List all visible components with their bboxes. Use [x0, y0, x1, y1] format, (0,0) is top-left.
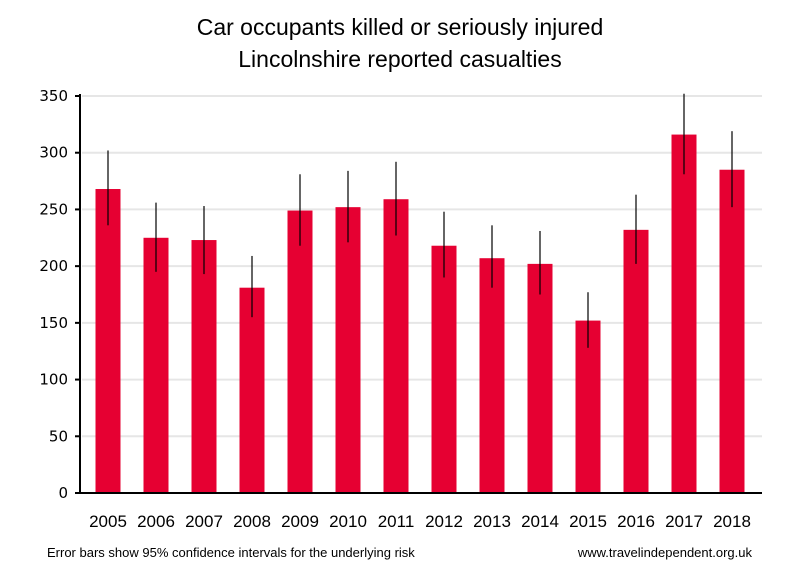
y-tick-label: 100 — [39, 371, 68, 389]
y-tick-label: 350 — [39, 87, 68, 105]
bar — [191, 240, 217, 493]
bar — [335, 207, 361, 493]
bar — [623, 229, 649, 494]
y-tick-label: 250 — [39, 200, 68, 218]
y-tick-label: 50 — [49, 427, 68, 445]
gridlines — [82, 95, 762, 438]
y-tick-label: 150 — [39, 314, 68, 332]
y-tick-label: 200 — [39, 257, 68, 275]
bar — [671, 134, 697, 493]
bar — [239, 287, 265, 493]
x-tick-label: 2015 — [569, 512, 607, 531]
x-tick-label: 2010 — [329, 512, 367, 531]
source-url: www.travelindependent.org.uk — [577, 545, 752, 560]
error-bar-note: Error bars show 95% confidence intervals… — [47, 545, 415, 560]
bar — [143, 237, 169, 493]
error-bars — [107, 93, 733, 348]
x-tick-label: 2006 — [137, 512, 175, 531]
x-tick-label: 2013 — [473, 512, 511, 531]
bar — [95, 189, 121, 494]
axes — [75, 94, 762, 494]
x-axis-ticks: 2005 2006 2007 2008 2009 2010 2011 2012 2013 2014… — [89, 512, 751, 531]
y-tick-label: 300 — [39, 144, 68, 162]
bars — [95, 134, 745, 494]
x-tick-label: 2012 — [425, 512, 463, 531]
bar — [527, 263, 553, 493]
x-tick-label: 2008 — [233, 512, 271, 531]
chart-title: Car occupants killed or seriously injure… — [196, 14, 604, 40]
y-axis-ticks: 0 50 100 150 200 250 300 350 — [39, 87, 80, 502]
bar — [479, 258, 505, 493]
bar — [719, 169, 745, 493]
x-tick-label: 2005 — [89, 512, 127, 531]
bar — [431, 245, 457, 493]
x-tick-label: 2014 — [521, 512, 559, 531]
x-tick-label: 2007 — [185, 512, 223, 531]
bar — [575, 320, 601, 493]
x-tick-label: 2018 — [713, 512, 751, 531]
x-tick-label: 2009 — [281, 512, 319, 531]
bar — [383, 199, 409, 493]
x-tick-label: 2011 — [378, 512, 415, 531]
y-tick-label: 0 — [58, 484, 68, 502]
bar — [287, 210, 313, 493]
x-tick-label: 2017 — [665, 512, 703, 531]
x-tick-label: 2016 — [617, 512, 655, 531]
chart-subtitle: Lincolnshire reported casualties — [238, 46, 562, 72]
